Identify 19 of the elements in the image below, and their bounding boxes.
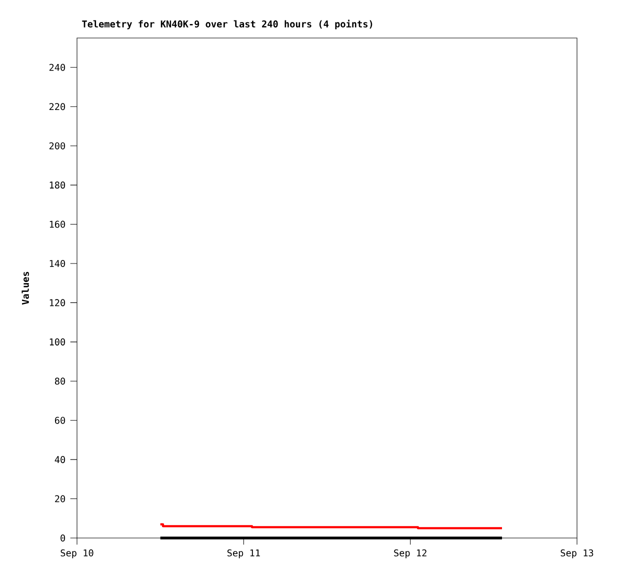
- y-tick-label: 200: [49, 142, 66, 150]
- y-tick-label: 180: [50, 182, 66, 189]
- y-tick-label: 80: [54, 378, 66, 385]
- y-tick-label: 140: [50, 260, 66, 268]
- x-tick-label: Sep 11: [227, 549, 260, 558]
- y-axis-title: Values: [22, 272, 29, 305]
- y-tick-label: 40: [54, 456, 66, 464]
- chart-title: Telemetry for KN40K-9 over last 240 hours (4 points): [82, 20, 372, 30]
- y-tick-label: 0: [60, 534, 66, 542]
- y-tick-label: 240: [49, 64, 66, 71]
- y-tick-label: 20: [55, 495, 66, 502]
- y-tick-label: 220: [49, 103, 66, 110]
- x-tick-label: Sep 13: [560, 549, 594, 558]
- y-tick-label: 100: [50, 338, 66, 346]
- y-tick-label: 160: [50, 220, 66, 228]
- x-tick-label: Sep 12: [394, 549, 426, 558]
- y-tick-label: 120: [50, 299, 66, 306]
- x-tick-label: Sep 10: [60, 549, 94, 558]
- y-tick-label: 60: [54, 416, 66, 424]
